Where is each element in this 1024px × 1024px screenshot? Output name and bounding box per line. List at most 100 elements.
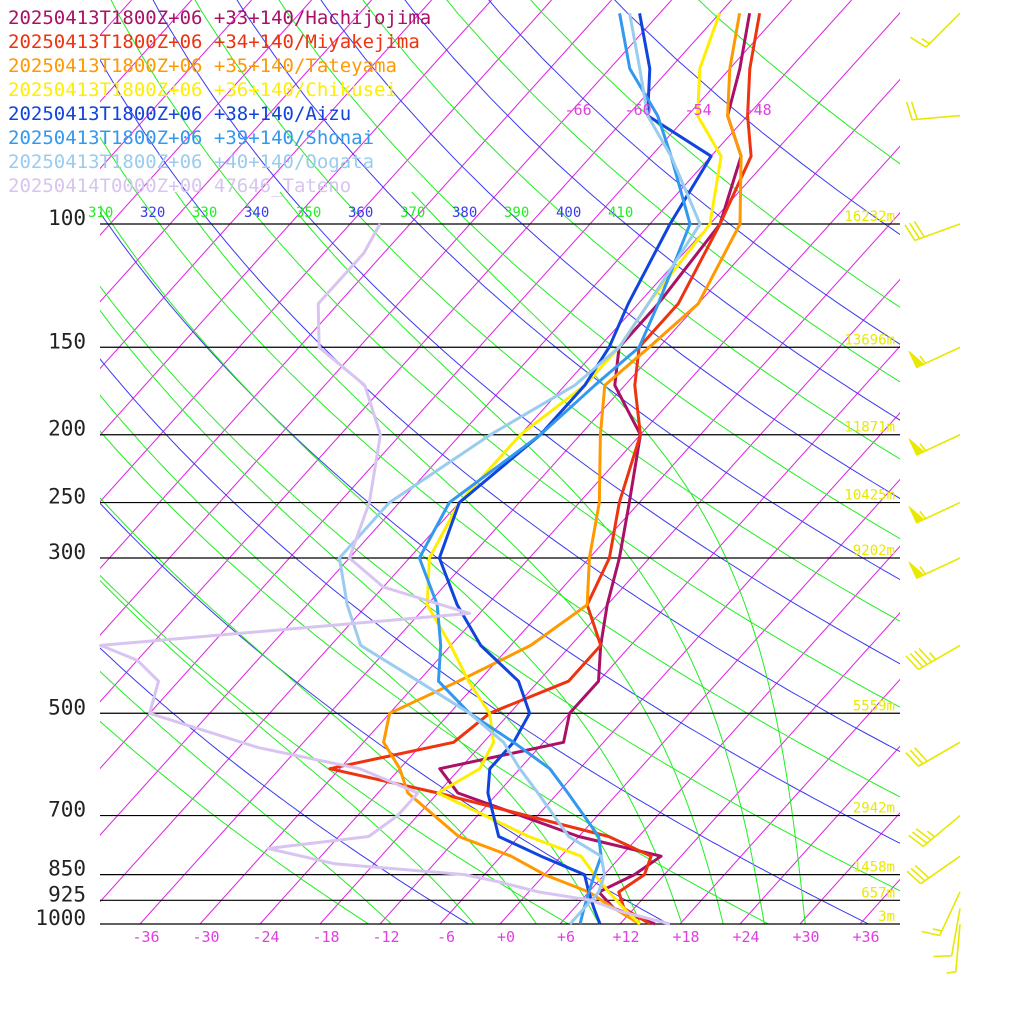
sounding-profiles	[99, 12, 762, 926]
isotherm-line	[139, 78, 900, 924]
isotherm-line	[100, 0, 612, 570]
temperature-tick-label: -18	[312, 928, 339, 946]
adiabat-line	[194, 0, 900, 622]
temperature-tick-label: +30	[792, 928, 819, 946]
theta-label: 320	[140, 205, 165, 221]
legend-entry: 20250413T1800Z+06 +40+140/Oogata	[8, 151, 374, 173]
wind-barb-feather	[921, 930, 940, 937]
wind-barb-feather	[914, 864, 930, 879]
wind-barb	[906, 855, 961, 885]
temperature-tick-label: -6	[437, 928, 455, 946]
legend-entry: 20250413T1800Z+06 +36+140/Chikusei	[8, 79, 397, 101]
wind-barb-feather	[909, 222, 921, 240]
wind-barb-staff	[912, 114, 961, 121]
isotherm-line	[920, 0, 1024, 924]
temperature-tick-label: +6	[557, 928, 575, 946]
moist-adiabat-line	[100, 204, 683, 924]
pressure-tick-label: 700	[48, 798, 86, 822]
moist-adiabat-line	[100, 670, 393, 924]
wind-barb-feather	[905, 655, 920, 670]
height-label: 16232m	[844, 209, 895, 225]
adiabat-line	[530, 0, 900, 308]
theta-label: 400	[556, 205, 581, 221]
isotherm-line	[319, 278, 900, 924]
wind-barb-feather	[908, 834, 924, 848]
adiabat-line	[100, 647, 470, 924]
height-label: 11871m	[844, 420, 895, 436]
height-label: 657m	[861, 885, 895, 901]
height-label: 10425m	[844, 488, 895, 504]
upper-temperature-labels: -66 -60 -54 -48	[565, 101, 772, 119]
pressure-tick-label: 200	[48, 417, 86, 441]
wind-barb-staff	[925, 12, 961, 48]
pressure-tick-label: 150	[48, 329, 86, 353]
moist-adiabat-line	[411, 191, 806, 924]
upper-temperature-label: -66	[565, 101, 592, 119]
height-labels: 16232m 13696m 11871m 10425m 9202m 5559m 2942m 1…	[844, 209, 895, 925]
isotherm-line	[739, 745, 900, 924]
moist-adiabat-line	[100, 394, 600, 924]
legend-entry: 20250414T0000Z+00 47646_Tateno	[8, 175, 351, 197]
pressure-tick-label: 1000	[35, 906, 86, 930]
legend-entry: 20250413T1800Z+06 +38+140/Aizu	[8, 103, 351, 125]
isotherm-line	[100, 0, 552, 503]
isotherm-line	[100, 0, 432, 370]
pressure-tick-label: 500	[48, 695, 86, 719]
legend-entry: 20250413T1800Z+06 +33+140/Hachijojima	[8, 7, 431, 29]
height-label: 2942m	[853, 801, 895, 817]
theta-label: 310	[88, 205, 113, 221]
adiabat-line	[100, 720, 370, 924]
theta-label: 350	[296, 205, 321, 221]
wind-barb-feather	[906, 870, 922, 885]
height-label: 3m	[878, 909, 895, 925]
height-label: 1458m	[853, 860, 895, 876]
height-label: 9202m	[853, 543, 895, 559]
wind-barb	[905, 101, 961, 121]
wind-barb-half-feather	[946, 971, 956, 974]
wind-barb-feather	[910, 867, 926, 882]
wind-barb-feather	[915, 828, 932, 841]
theta-labels: 310 320 330 340 350 360 370 380 390 400 410	[88, 205, 633, 221]
wind-barb	[921, 891, 961, 937]
wind-barb	[933, 908, 961, 958]
height-label: 13696m	[844, 332, 895, 348]
wind-barb-feather	[918, 647, 933, 663]
temperature-tick-label: -24	[252, 928, 279, 946]
wind-barb-feather	[910, 36, 927, 48]
adiabat-line	[100, 136, 900, 798]
wind-barb-staff	[950, 908, 961, 956]
temperature-tick-label: -30	[192, 928, 219, 946]
wind-barb	[908, 433, 961, 456]
adiabat-line	[100, 358, 870, 924]
temperature-tick-label: +18	[672, 928, 699, 946]
wind-barb	[910, 12, 961, 48]
wind-barb	[908, 501, 961, 524]
theta-label: 390	[504, 205, 529, 221]
wind-barb	[946, 923, 961, 974]
adiabat-line	[152, 0, 900, 665]
adiabat-line	[100, 211, 900, 844]
wind-barb-feather	[909, 652, 924, 668]
wind-barb-half-feather	[919, 355, 927, 364]
legend: 20250413T1800Z+06 +33+140/Hachijojima 202…	[8, 7, 431, 197]
upper-temperature-label: -54	[685, 101, 712, 119]
wind-barb-staff	[938, 891, 961, 936]
isotherm-line	[559, 545, 900, 924]
theta-label: 410	[608, 205, 633, 221]
adiabat-line	[278, 0, 900, 540]
pressure-tick-label: 925	[48, 882, 86, 906]
pressure-tick-label: 300	[48, 540, 86, 564]
adiabat-line	[614, 0, 900, 236]
wind-barb-staff	[918, 644, 961, 671]
wind-barb-half-feather	[926, 830, 936, 838]
upper-temperature-label: -60	[625, 101, 652, 119]
sounding-line	[337, 13, 702, 926]
isotherm-line	[859, 878, 900, 924]
moist-adiabat-line	[100, 497, 538, 924]
temperature-tick-label: +0	[497, 928, 515, 946]
wind-barb-feather	[914, 650, 928, 665]
wind-barb-half-feather	[932, 928, 943, 932]
adiabat-line	[236, 0, 900, 581]
